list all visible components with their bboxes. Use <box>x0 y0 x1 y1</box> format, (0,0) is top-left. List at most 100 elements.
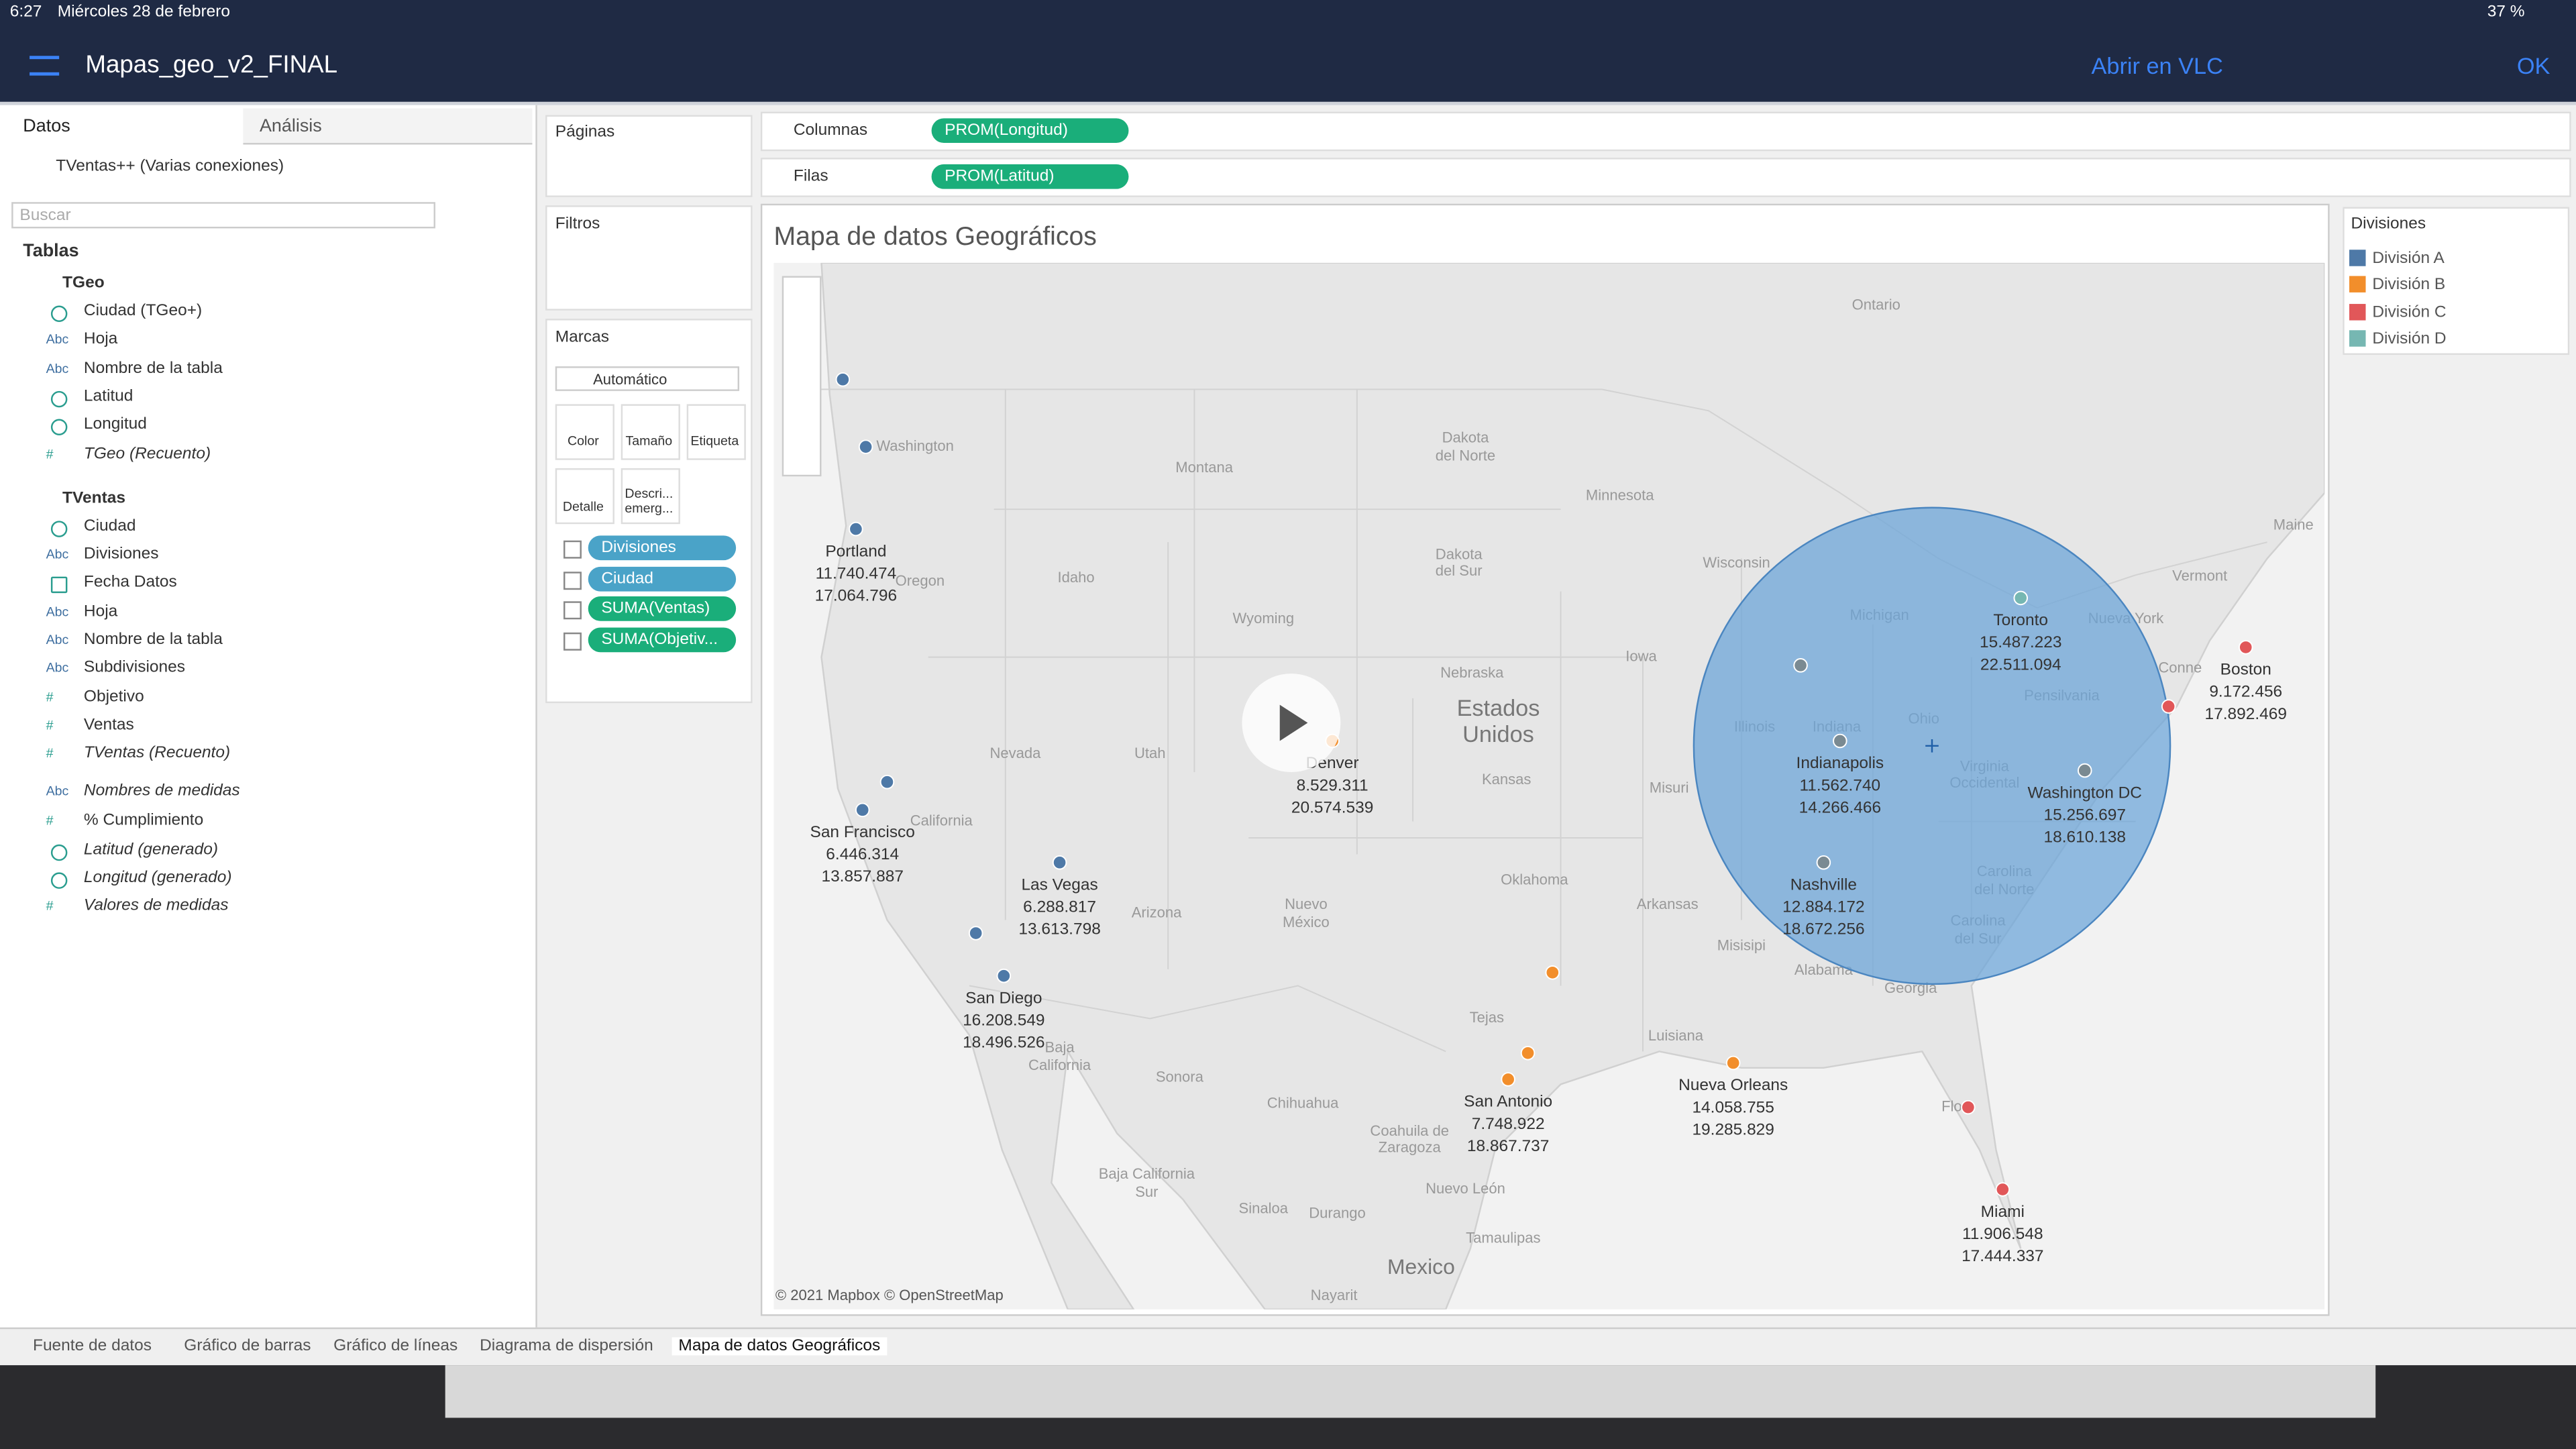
place-label: Nuevo León <box>1426 1180 1505 1197</box>
field[interactable]: Latitud (generado) <box>83 840 219 859</box>
field[interactable]: Subdivisiones <box>83 659 186 678</box>
mark-button <box>555 468 614 525</box>
mark-type[interactable]: Automático <box>555 366 740 391</box>
place-label: Baja California <box>1099 1165 1195 1182</box>
legend-item[interactable]: División D <box>2372 329 2447 348</box>
mark-icon <box>564 540 582 559</box>
place-label: Wyoming <box>1232 610 1294 627</box>
mark-icon <box>564 633 582 651</box>
mark-pill: SUMA(Objetiv... <box>588 627 737 653</box>
mark-button-label[interactable]: Descri... <box>625 486 674 501</box>
legend-item[interactable]: División B <box>2372 276 2446 295</box>
city-dot[interactable] <box>1501 1072 1515 1087</box>
sheet-tab[interactable]: Mapa de datos Geográficos <box>672 1337 888 1356</box>
city-dot[interactable] <box>996 968 1012 983</box>
place-label: Mexico <box>1387 1254 1455 1279</box>
city-label: 8.529.311 <box>1297 776 1368 794</box>
legend-item[interactable]: División C <box>2372 303 2447 322</box>
field[interactable]: Objetivo <box>83 688 144 706</box>
dot[interactable] <box>1545 965 1560 980</box>
city-label: 16.208.549 <box>963 1012 1044 1030</box>
place-label: Sonora <box>1156 1068 1204 1085</box>
field[interactable]: Nombre de la tabla <box>83 631 223 649</box>
city-label: 22.511.094 <box>1980 655 2061 674</box>
field[interactable]: Latitud <box>83 387 133 406</box>
city-dot[interactable] <box>849 521 863 537</box>
field[interactable]: Longitud <box>83 416 147 434</box>
mark-pill: SUMA(Ventas) <box>588 596 737 622</box>
mark-button-label[interactable]: Tamaño <box>625 433 673 449</box>
field[interactable]: Hoja <box>83 330 118 349</box>
mark-button-label[interactable]: Etiqueta <box>690 433 739 449</box>
city-dot[interactable] <box>1995 1182 2010 1197</box>
field[interactable]: Divisiones <box>83 545 159 564</box>
field[interactable]: Nombres de medidas <box>83 782 240 800</box>
field[interactable]: Ciudad (TGeo+) <box>83 302 203 321</box>
dot[interactable] <box>1961 1099 1976 1115</box>
pane-tab[interactable]: Análisis <box>243 108 533 145</box>
field[interactable]: Nombre de la tabla <box>83 359 223 378</box>
city-dot[interactable] <box>2013 590 2029 606</box>
field[interactable]: Fecha Datos <box>83 574 177 592</box>
city-dot[interactable] <box>2077 763 2092 778</box>
dot[interactable] <box>835 372 851 387</box>
status-time: 6:27 <box>9 3 42 21</box>
field[interactable]: TGeo (Recuento) <box>83 444 211 463</box>
legend-swatch <box>2349 250 2366 266</box>
dot[interactable] <box>879 774 895 790</box>
place-label: Dakota <box>1442 429 1490 446</box>
dot[interactable] <box>2161 699 2176 714</box>
place-label: Tamaulipas <box>1466 1229 1540 1246</box>
play-icon <box>1279 704 1308 741</box>
mark-icon <box>564 571 582 590</box>
sheet-tab[interactable]: Gráfico de barras <box>184 1337 311 1356</box>
sheet-tab[interactable]: Gráfico de líneas <box>333 1337 458 1356</box>
field[interactable]: Hoja <box>83 602 118 621</box>
sheet-tab[interactable]: Fuente de datos <box>32 1337 152 1356</box>
city-label: 17.892.469 <box>2205 705 2287 723</box>
divider <box>0 101 2576 105</box>
dot[interactable] <box>858 439 873 454</box>
pane-tab[interactable]: Datos <box>23 116 70 137</box>
sheet-tab[interactable]: Diagrama de dispersión <box>480 1337 653 1356</box>
field[interactable]: Ventas <box>83 716 134 735</box>
ok-button[interactable]: OK <box>2516 52 2551 79</box>
place-label: Durango <box>1309 1205 1366 1222</box>
open-button[interactable]: Abrir en VLC <box>2091 52 2223 79</box>
city-dot[interactable] <box>1725 1055 1741 1071</box>
city-dot[interactable] <box>2238 640 2253 655</box>
city-dot[interactable] <box>1833 733 1847 749</box>
field[interactable]: Longitud (generado) <box>83 869 232 888</box>
city-label: Nueva Orleans <box>1678 1076 1788 1094</box>
city-label: 15.256.697 <box>2044 806 2126 824</box>
city-label: San Antonio <box>1464 1093 1552 1111</box>
city-dot[interactable] <box>1816 855 1831 870</box>
place-label: Ontario <box>1852 296 1900 313</box>
legend-item[interactable]: División A <box>2372 250 2445 268</box>
city-label: 18.867.737 <box>1467 1137 1549 1155</box>
field-glyph <box>50 419 68 436</box>
city-dot[interactable] <box>1052 855 1067 870</box>
place-label: Chihuahua <box>1267 1095 1339 1112</box>
mark-pill: Ciudad <box>588 566 737 591</box>
shelf-label: Columnas <box>793 121 868 140</box>
mark-button-label[interactable]: emerg... <box>625 500 674 516</box>
field-icon: # <box>46 717 54 733</box>
city-dot[interactable] <box>855 802 870 818</box>
place-label: Vermont <box>2172 567 2227 584</box>
city-label: 9.172.456 <box>2209 683 2282 701</box>
legend-title: Divisiones <box>2351 215 2426 233</box>
place-label: Dakota <box>1436 546 1483 563</box>
field[interactable]: TVentas (Recuento) <box>83 744 231 763</box>
place-label: Tejas <box>1470 1009 1504 1026</box>
mark-button-label[interactable]: Detalle <box>562 499 604 515</box>
dot[interactable] <box>1520 1046 1536 1061</box>
dot[interactable] <box>1793 658 1808 673</box>
search-box[interactable]: Buscar <box>11 202 435 229</box>
field[interactable]: Valores de medidas <box>83 897 229 916</box>
mark-button-label[interactable]: Color <box>567 433 599 449</box>
city-label: Washington DC <box>2028 784 2142 802</box>
field[interactable]: Ciudad <box>83 517 136 535</box>
field[interactable]: % Cumplimiento <box>83 812 204 830</box>
dot[interactable] <box>968 926 983 941</box>
